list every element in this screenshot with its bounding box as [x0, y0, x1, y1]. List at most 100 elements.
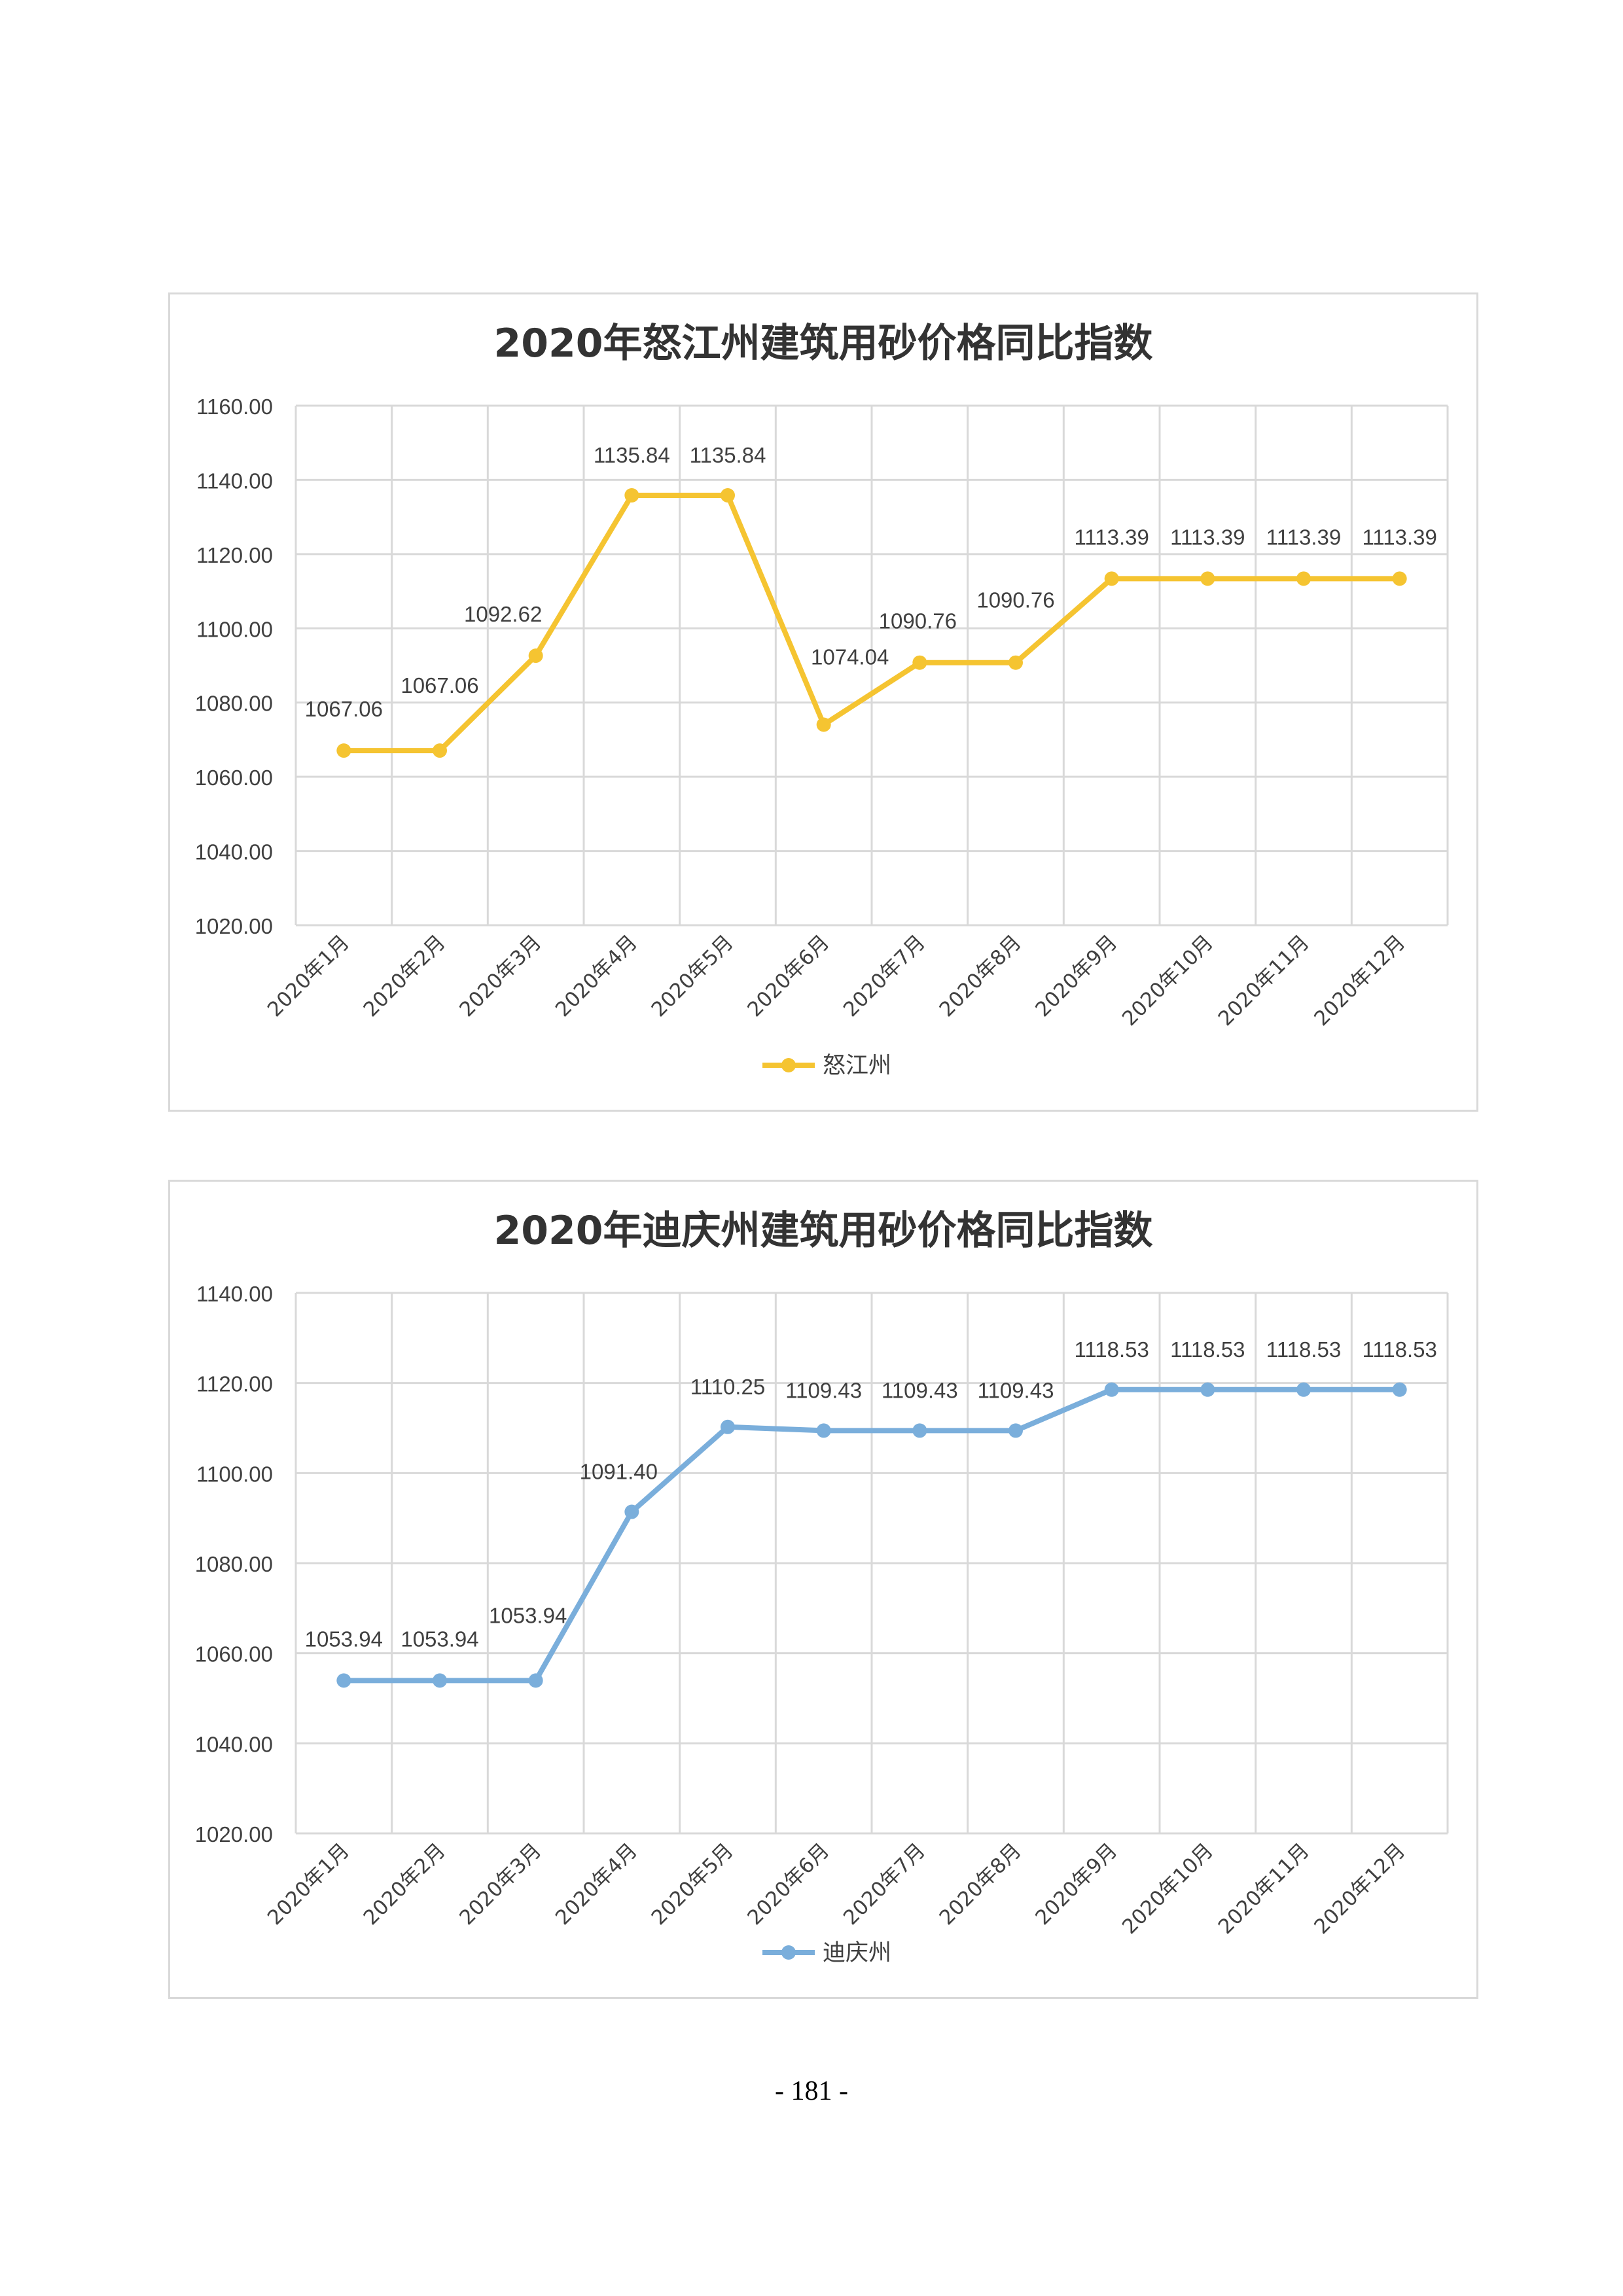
data-point [624, 1504, 639, 1519]
chart-title: 2020年迪庆州建筑用砂价格同比指数 [494, 1208, 1153, 1254]
legend-marker [781, 1945, 796, 1960]
data-point [336, 1673, 351, 1688]
chart-nujiang-svg: 2020年怒江州建筑用砂价格同比指数 1020.00 1040.00 1060.00 1… [195, 321, 1449, 1079]
x-tick-label: 2020年12月 [1310, 930, 1410, 1031]
data-label: 1135.84 [690, 443, 766, 467]
x-tick-label: 2020年9月 [1031, 1839, 1122, 1930]
data-point [1008, 655, 1023, 670]
data-point [721, 1419, 735, 1434]
data-point [1392, 571, 1407, 586]
y-tick-label: 1100.00 [196, 1462, 273, 1486]
chart-nujiang: 2020年怒江州建筑用砂价格同比指数 1020.00 1040.00 1060.00 1… [168, 292, 1478, 1112]
chart-title: 2020年怒江州建筑用砂价格同比指数 [494, 321, 1153, 366]
data-point [1296, 1382, 1311, 1397]
x-tick-label: 2020年6月 [743, 1839, 834, 1930]
x-tick-label: 2020年5月 [647, 930, 738, 1021]
data-point [912, 655, 927, 670]
x-tick-label: 2020年2月 [359, 930, 450, 1021]
data-point [336, 743, 351, 758]
data-label: 1113.39 [1266, 525, 1341, 549]
x-tick-label: 2020年10月 [1118, 1839, 1218, 1939]
data-point [624, 488, 639, 503]
data-label: 1109.43 [882, 1378, 958, 1402]
data-label: 1118.53 [1266, 1337, 1341, 1362]
data-label: 1109.43 [978, 1378, 1054, 1402]
data-point [433, 743, 447, 758]
data-label: 1113.39 [1362, 525, 1436, 549]
y-tick-label: 1100.00 [196, 617, 273, 641]
data-point [528, 1673, 543, 1688]
data-label: 1118.53 [1170, 1337, 1245, 1362]
data-point [433, 1673, 447, 1688]
x-tick-label: 2020年4月 [551, 930, 642, 1021]
x-tick-label: 2020年1月 [263, 1839, 354, 1930]
x-tick-label: 2020年10月 [1118, 930, 1218, 1031]
x-tick-label: 2020年3月 [455, 930, 546, 1021]
x-tick-label: 2020年8月 [935, 1839, 1026, 1930]
data-label: 1118.53 [1362, 1337, 1436, 1362]
y-tick-label: 1120.00 [196, 543, 273, 567]
y-tick-label: 1120.00 [196, 1372, 273, 1396]
y-tick-label: 1020.00 [195, 914, 273, 938]
data-label: 1067.06 [401, 673, 478, 698]
x-tick-label: 2020年8月 [935, 930, 1026, 1021]
x-tick-label: 2020年7月 [839, 1839, 930, 1930]
x-tick-label: 2020年11月 [1214, 1839, 1314, 1939]
y-tick-label: 1060.00 [195, 766, 273, 790]
data-point [1008, 1423, 1023, 1438]
chart-diqing-svg: 2020年迪庆州建筑用砂价格同比指数 1020.00 1040.00 1060.00 1… [195, 1208, 1449, 1966]
x-tick-label: 2020年12月 [1310, 1839, 1410, 1939]
data-label: 1053.94 [401, 1627, 478, 1651]
data-label: 1091.40 [580, 1460, 658, 1484]
y-tick-label: 1020.00 [195, 1822, 273, 1846]
data-label: 1113.39 [1170, 525, 1245, 549]
page-number: - 181 - [775, 2076, 848, 2106]
x-tick-label: 2020年4月 [551, 1839, 642, 1930]
legend-marker [781, 1058, 796, 1072]
data-point [1200, 1382, 1215, 1397]
y-tick-label: 1080.00 [195, 1552, 273, 1576]
data-label: 1109.43 [785, 1378, 862, 1402]
x-tick-label: 2020年9月 [1031, 930, 1122, 1021]
data-point [912, 1423, 927, 1438]
x-tick-label: 2020年1月 [263, 930, 354, 1021]
x-tick-label: 2020年2月 [359, 1839, 450, 1930]
data-label: 1110.25 [690, 1375, 765, 1399]
series-line [344, 1386, 1400, 1684]
data-point [1296, 571, 1311, 586]
data-point [1200, 571, 1215, 586]
y-tick-label: 1160.00 [196, 395, 273, 419]
y-tick-label: 1060.00 [195, 1642, 273, 1667]
legend-label: 怒江州 [823, 1053, 891, 1079]
data-label: 1118.53 [1074, 1337, 1149, 1362]
data-label: 1092.62 [464, 602, 542, 626]
legend-label: 迪庆州 [823, 1940, 891, 1966]
data-point [1392, 1382, 1407, 1397]
data-label: 1053.94 [489, 1603, 567, 1627]
data-point [721, 488, 735, 503]
y-tick-label: 1040.00 [195, 840, 273, 864]
data-point [528, 648, 543, 663]
y-tick-label: 1140.00 [196, 468, 273, 493]
x-tick-label: 2020年5月 [647, 1839, 738, 1930]
data-label: 1090.76 [879, 609, 957, 633]
data-label: 1113.39 [1074, 525, 1149, 549]
chart-diqing: 2020年迪庆州建筑用砂价格同比指数 1020.00 1040.00 1060.00 1… [168, 1180, 1478, 1999]
x-tick-label: 2020年11月 [1214, 930, 1314, 1031]
data-point [1104, 1382, 1119, 1397]
data-point [1104, 571, 1119, 586]
y-tick-label: 1040.00 [195, 1732, 273, 1756]
data-label: 1074.04 [811, 645, 889, 669]
x-tick-label: 2020年6月 [743, 930, 834, 1021]
data-label: 1090.76 [976, 588, 1054, 612]
data-label: 1053.94 [305, 1627, 383, 1651]
y-tick-label: 1140.00 [196, 1282, 273, 1306]
series-line [344, 493, 1400, 754]
data-point [816, 1423, 831, 1438]
data-point [816, 717, 831, 732]
x-tick-label: 2020年7月 [839, 930, 930, 1021]
y-tick-label: 1080.00 [195, 692, 273, 716]
x-tick-label: 2020年3月 [455, 1839, 546, 1930]
data-label: 1135.84 [594, 443, 670, 467]
data-label: 1067.06 [305, 697, 383, 721]
